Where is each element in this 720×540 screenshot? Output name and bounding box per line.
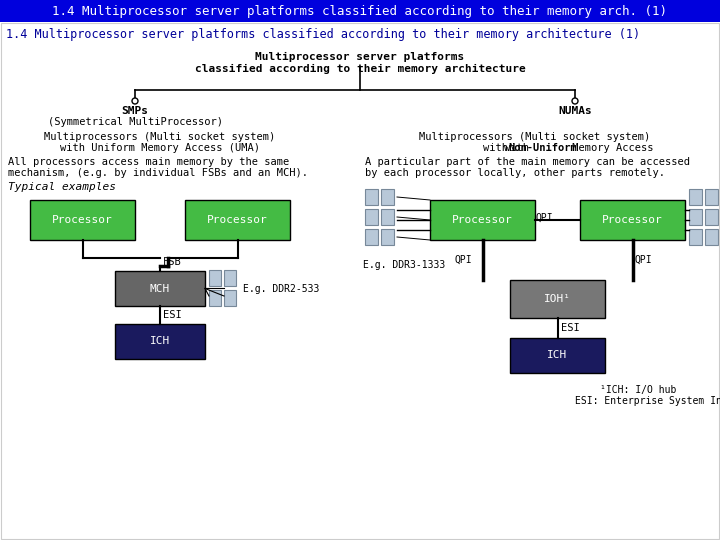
Text: with: with: [483, 143, 514, 153]
Text: Processor: Processor: [602, 215, 663, 225]
Text: ICH: ICH: [547, 350, 567, 361]
FancyBboxPatch shape: [365, 229, 378, 245]
FancyBboxPatch shape: [689, 209, 702, 225]
FancyBboxPatch shape: [209, 290, 221, 306]
FancyBboxPatch shape: [185, 200, 290, 240]
Text: Processor: Processor: [207, 215, 268, 225]
Text: Multiprocessors (Multi socket system): Multiprocessors (Multi socket system): [419, 132, 651, 142]
FancyBboxPatch shape: [30, 200, 135, 240]
Text: QPI: QPI: [454, 255, 472, 265]
Text: 1.4 Multiprocessor server platforms classified according to their memory arch. (: 1.4 Multiprocessor server platforms clas…: [53, 4, 667, 17]
Text: SMPs: SMPs: [122, 106, 148, 116]
Text: MCH: MCH: [150, 284, 170, 294]
FancyBboxPatch shape: [689, 189, 702, 205]
Text: mechanism, (e.g. by individual FSBs and an MCH).: mechanism, (e.g. by individual FSBs and …: [8, 168, 308, 178]
Text: (Symmetrical MultiProcessor): (Symmetrical MultiProcessor): [48, 117, 222, 127]
Text: IOH¹: IOH¹: [544, 294, 571, 304]
FancyBboxPatch shape: [510, 338, 605, 373]
FancyBboxPatch shape: [430, 200, 535, 240]
FancyBboxPatch shape: [224, 290, 236, 306]
FancyBboxPatch shape: [365, 189, 378, 205]
Text: Non-Uniform: Non-Uniform: [508, 143, 577, 153]
FancyBboxPatch shape: [381, 189, 394, 205]
Text: ¹ICH: I/O hub: ¹ICH: I/O hub: [600, 385, 676, 395]
Text: E.g. DDR3-1333: E.g. DDR3-1333: [363, 260, 445, 270]
Text: ICH: ICH: [150, 336, 170, 347]
FancyBboxPatch shape: [209, 270, 221, 286]
FancyBboxPatch shape: [705, 189, 718, 205]
Text: Processor: Processor: [52, 215, 113, 225]
Text: Typical examples: Typical examples: [8, 182, 116, 192]
Text: A particular part of the main memory can be accessed: A particular part of the main memory can…: [365, 157, 690, 167]
Text: with Uniform Memory Access (UMA): with Uniform Memory Access (UMA): [60, 143, 260, 153]
Circle shape: [572, 98, 578, 104]
Text: Processor: Processor: [452, 215, 513, 225]
FancyBboxPatch shape: [0, 0, 720, 22]
Text: ESI: ESI: [163, 310, 181, 320]
Text: 1.4 Multiprocessor server platforms classified according to their memory archite: 1.4 Multiprocessor server platforms clas…: [6, 28, 640, 41]
Text: by each processor locally, other parts remotely.: by each processor locally, other parts r…: [365, 168, 665, 178]
Text: classified according to their memory architecture: classified according to their memory arc…: [194, 64, 526, 74]
Text: Multiprocessors (Multi socket system): Multiprocessors (Multi socket system): [45, 132, 276, 142]
Text: All processors access main memory by the same: All processors access main memory by the…: [8, 157, 289, 167]
Text: Multiprocessor server platforms: Multiprocessor server platforms: [256, 52, 464, 62]
Text: E.g. DDR2-533: E.g. DDR2-533: [243, 284, 320, 294]
FancyBboxPatch shape: [365, 209, 378, 225]
FancyBboxPatch shape: [224, 270, 236, 286]
Circle shape: [132, 98, 138, 104]
FancyBboxPatch shape: [580, 200, 685, 240]
FancyBboxPatch shape: [381, 229, 394, 245]
FancyBboxPatch shape: [689, 229, 702, 245]
FancyBboxPatch shape: [381, 209, 394, 225]
Text: FSB: FSB: [163, 257, 181, 267]
Text: with: with: [504, 143, 535, 153]
FancyBboxPatch shape: [115, 271, 205, 306]
FancyBboxPatch shape: [115, 324, 205, 359]
Text: ESI: ESI: [560, 323, 580, 333]
FancyBboxPatch shape: [705, 229, 718, 245]
Text: Memory Access: Memory Access: [566, 143, 654, 153]
Text: ESI: Enterprise System Interface: ESI: Enterprise System Interface: [575, 396, 720, 406]
FancyBboxPatch shape: [705, 209, 718, 225]
Text: QPI: QPI: [634, 255, 652, 265]
FancyBboxPatch shape: [510, 280, 605, 318]
Text: NUMAs: NUMAs: [558, 106, 592, 116]
Text: QPI: QPI: [536, 213, 554, 223]
